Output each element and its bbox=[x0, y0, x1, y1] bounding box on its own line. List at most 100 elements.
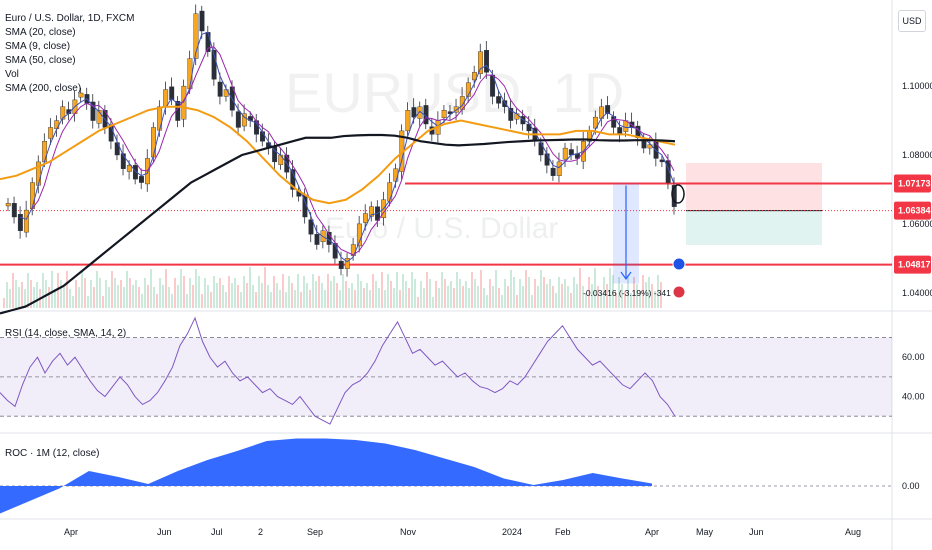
volume-bar bbox=[87, 296, 89, 308]
candle bbox=[126, 165, 132, 172]
volume-bar bbox=[144, 278, 146, 308]
currency-button[interactable]: USD bbox=[898, 10, 926, 32]
volume-bar bbox=[597, 286, 599, 308]
volume-bar bbox=[372, 274, 374, 308]
candle bbox=[23, 209, 29, 233]
candle bbox=[405, 110, 411, 132]
volume-bar bbox=[627, 275, 629, 308]
candle bbox=[235, 111, 241, 128]
volume-bar bbox=[570, 293, 572, 308]
volume-bar bbox=[420, 281, 422, 308]
volume-bar bbox=[276, 283, 278, 308]
volume-bar bbox=[636, 284, 638, 308]
candle bbox=[102, 110, 108, 128]
candle bbox=[369, 206, 374, 217]
candle bbox=[11, 203, 17, 218]
indicator-vol[interactable]: Vol bbox=[5, 69, 19, 80]
volume-bar bbox=[261, 283, 263, 308]
volume-bar bbox=[651, 284, 653, 308]
indicator-sma-50[interactable]: SMA (50, close) bbox=[5, 55, 76, 66]
sma-20-line bbox=[31, 46, 675, 256]
volume-bar bbox=[498, 288, 500, 308]
volume-bar bbox=[306, 283, 308, 308]
volume-bar bbox=[531, 295, 533, 308]
time-tick-label: Aug bbox=[845, 527, 861, 537]
volume-bar bbox=[105, 280, 107, 308]
volume-bar bbox=[303, 276, 305, 308]
volume-bar bbox=[234, 278, 236, 308]
candle bbox=[138, 176, 144, 183]
volume-bar bbox=[549, 279, 551, 308]
volume-bar bbox=[15, 280, 17, 308]
volume-bar bbox=[345, 281, 347, 308]
volume-bar bbox=[327, 274, 329, 308]
rsi-line bbox=[0, 316, 676, 425]
candle bbox=[78, 92, 84, 98]
volume-bar bbox=[489, 279, 491, 308]
volume-bar bbox=[645, 282, 647, 308]
volume-bar bbox=[519, 279, 521, 308]
volume-bar bbox=[621, 284, 623, 308]
time-tick-label: Jun bbox=[749, 527, 764, 537]
roc-title[interactable]: ROC · 1M (12, close) bbox=[5, 448, 100, 459]
volume-bar bbox=[300, 292, 302, 308]
volume-bar bbox=[129, 278, 131, 308]
rsi-title[interactable]: RSI (14, close, SMA, 14, 2) bbox=[5, 328, 127, 339]
indicator-sma-9[interactable]: SMA (9, close) bbox=[5, 41, 71, 52]
candle bbox=[90, 101, 96, 121]
volume-bar bbox=[96, 271, 98, 308]
indicator-sma-200[interactable]: SMA (200, close) bbox=[5, 83, 82, 94]
price-tick-label: 1.10000 bbox=[902, 81, 932, 91]
candle bbox=[120, 153, 126, 169]
volume-bar bbox=[414, 279, 416, 308]
roc-area bbox=[0, 438, 652, 514]
volume-bar bbox=[138, 287, 140, 308]
volume-bar bbox=[516, 295, 518, 308]
volume-bar bbox=[606, 284, 608, 308]
volume-bar bbox=[333, 276, 335, 308]
volume-bar bbox=[24, 289, 26, 308]
volume-bar bbox=[456, 272, 458, 308]
candle bbox=[556, 161, 562, 176]
volume-bar bbox=[159, 278, 161, 308]
volume-bar bbox=[204, 278, 206, 308]
volume-bar bbox=[117, 285, 119, 308]
candle bbox=[241, 113, 247, 127]
volume-bar bbox=[444, 279, 446, 308]
symbol-title[interactable]: Euro / U.S. Dollar, 1D, FXCM bbox=[5, 13, 135, 24]
volume-bar bbox=[354, 290, 356, 308]
volume-bar bbox=[378, 288, 380, 308]
candle bbox=[538, 142, 544, 156]
price-level-label: 1.04817 bbox=[898, 260, 931, 270]
legend: Euro / U.S. Dollar, 1D, FXCM SMA (20, cl… bbox=[5, 12, 134, 96]
volume-bar bbox=[291, 283, 293, 308]
volume-bar bbox=[522, 286, 524, 308]
volume-bar bbox=[162, 285, 164, 308]
candle bbox=[605, 105, 611, 114]
candle bbox=[308, 219, 314, 235]
volume-bar bbox=[249, 267, 251, 308]
stop-loss-zone bbox=[686, 163, 822, 211]
volume-bar bbox=[369, 290, 371, 308]
sma-9-line bbox=[19, 31, 675, 263]
volume-bar bbox=[48, 287, 50, 308]
candle bbox=[387, 182, 393, 202]
volume-bar bbox=[351, 283, 353, 308]
volume-bar bbox=[387, 274, 389, 308]
candle bbox=[60, 106, 66, 120]
volume-bar bbox=[195, 269, 197, 308]
volume-bar bbox=[81, 271, 83, 308]
volume-bar bbox=[501, 295, 503, 308]
candle bbox=[30, 182, 35, 209]
volume-bar bbox=[222, 285, 224, 308]
time-tick-label: 2 bbox=[258, 527, 263, 537]
candle bbox=[617, 127, 623, 135]
indicator-sma-20[interactable]: SMA (20, close) bbox=[5, 27, 76, 38]
volume-bar bbox=[375, 281, 377, 308]
volume-bar bbox=[477, 286, 479, 308]
volume-bar bbox=[108, 287, 110, 308]
volume-bar bbox=[72, 296, 74, 308]
volume-bar bbox=[633, 277, 635, 308]
volume-bar bbox=[270, 292, 272, 308]
